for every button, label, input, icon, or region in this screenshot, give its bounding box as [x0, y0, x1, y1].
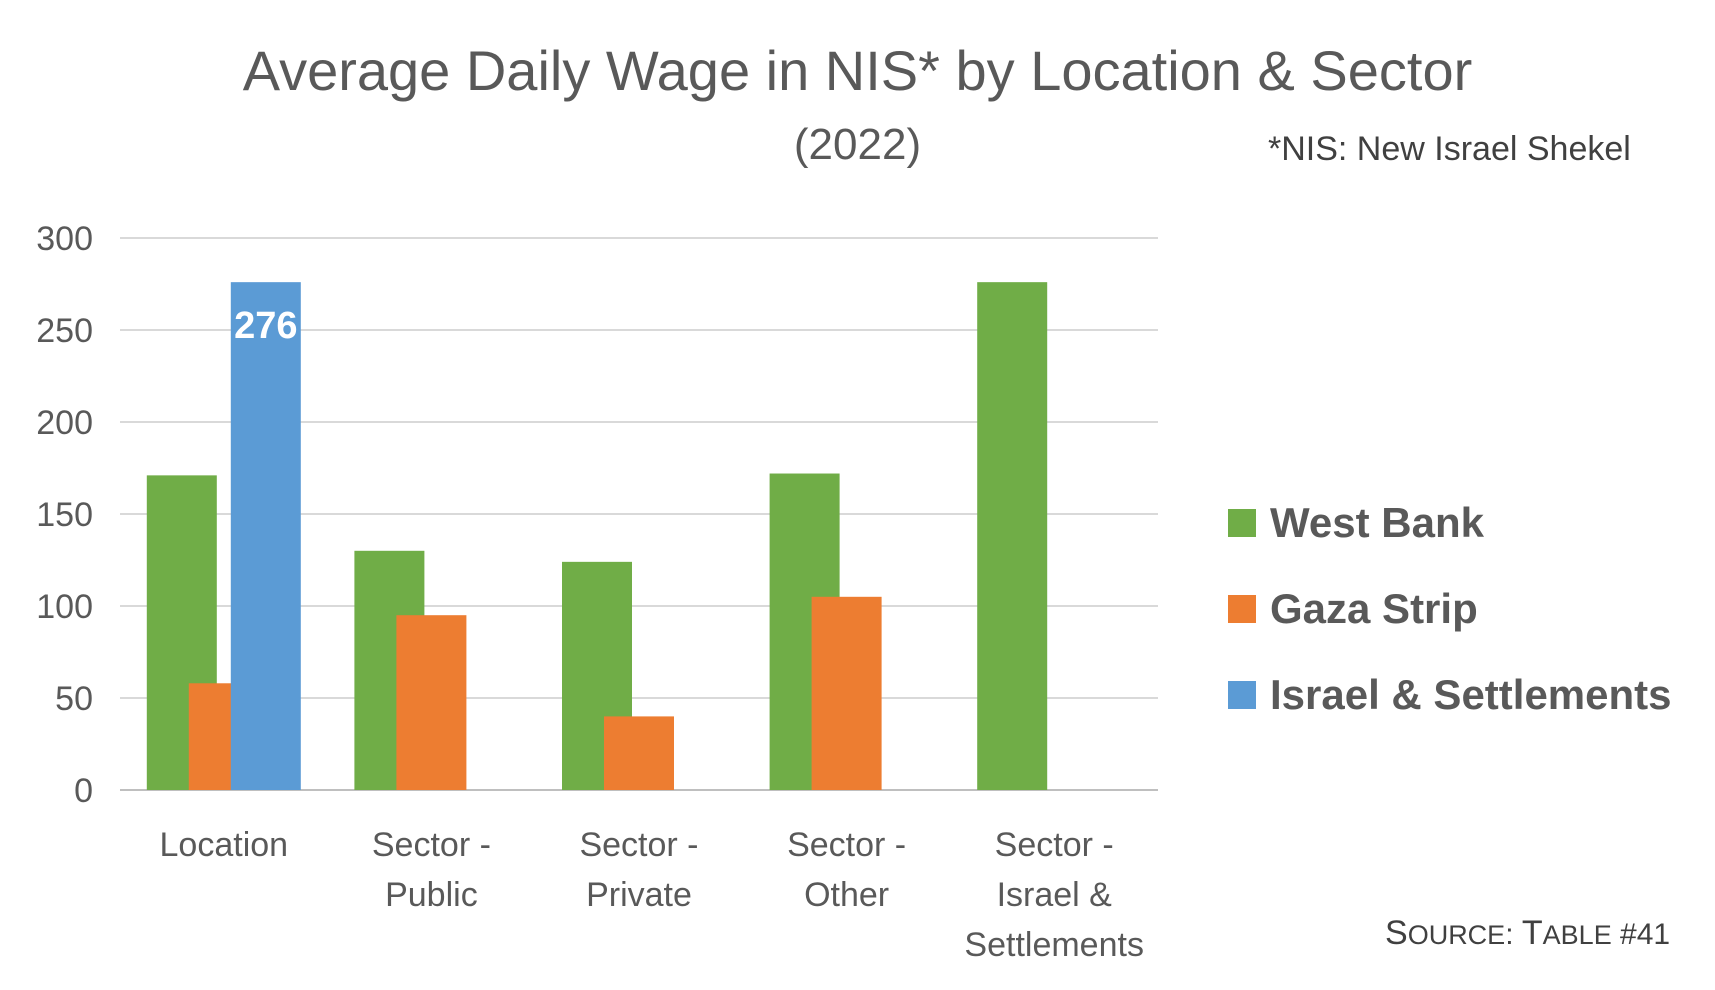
y-tick-label: 100 [36, 588, 93, 626]
bar-gaza-strip [811, 596, 882, 790]
legend-label: Israel & Settlements [1270, 671, 1672, 718]
source-word-rest: ource [1407, 920, 1506, 950]
y-tick-label: 300 [36, 220, 93, 258]
y-tick-label: 150 [36, 496, 93, 534]
x-tick-label: Sector -Private [579, 826, 698, 914]
chart-subtitle: (2022) [793, 120, 922, 169]
legend-item: Gaza Strip [1228, 566, 1672, 652]
source-word-initial: S [1385, 914, 1408, 952]
source-separator: : [1505, 918, 1522, 951]
source-table-number: #41 [1611, 918, 1671, 951]
source-note: Source: Table #41 [1385, 914, 1670, 953]
x-tick-label: Sector -Other [787, 826, 906, 914]
chart-legend: West Bank Gaza Strip Israel & Settlements [1228, 480, 1672, 738]
legend-swatch [1228, 681, 1256, 709]
currency-note: *NIS: New Israel Shekel [1268, 130, 1631, 168]
bar-gaza-strip [396, 615, 467, 790]
x-tick-label: Sector -Israel & Settlements [964, 826, 1144, 964]
source-table-rest: able [1542, 920, 1612, 950]
data-label: 276 [234, 305, 297, 347]
bar-west-bank [977, 282, 1048, 790]
source-table-initial: T [1521, 914, 1543, 952]
y-tick-label: 0 [74, 772, 93, 810]
bar-gaza-strip [604, 716, 674, 790]
legend-item: Israel & Settlements [1228, 652, 1672, 738]
legend-item: West Bank [1228, 480, 1672, 566]
x-tick-label: Sector -Public [372, 826, 491, 914]
y-tick-label: 50 [55, 680, 93, 718]
legend-swatch [1228, 595, 1256, 623]
chart-title: Average Daily Wage in NIS* by Location &… [242, 39, 1473, 102]
y-tick-label: 200 [36, 404, 93, 442]
legend-label: West Bank [1270, 499, 1484, 546]
y-tick-label: 250 [36, 312, 93, 350]
x-tick-label: Location [160, 826, 289, 864]
bar-israel-settlements [230, 282, 301, 790]
legend-swatch [1228, 509, 1256, 537]
legend-label: Gaza Strip [1270, 585, 1478, 632]
